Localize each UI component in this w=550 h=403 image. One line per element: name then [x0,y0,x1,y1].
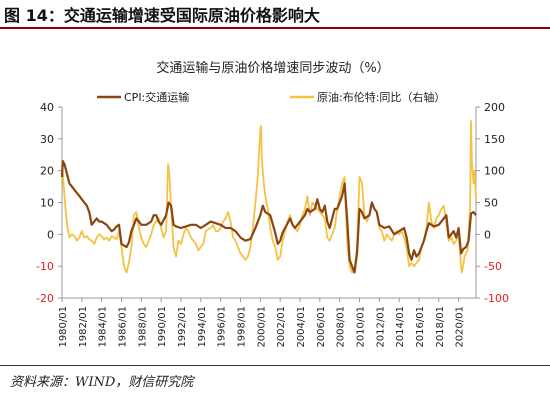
x-tick-label: 2020/01 [455,306,466,348]
y-left-tick-label: -20 [36,292,54,305]
x-tick-label: 2012/01 [375,306,386,348]
x-tick-label: 1986/01 [117,306,128,348]
title-underline [0,27,550,29]
x-tick-label: 1996/01 [217,306,228,348]
chart-title: 交通运输与原油价格增速同步波动（%） [156,60,389,76]
x-tick-label: 2008/01 [336,306,347,348]
x-tick-label: 1998/01 [236,306,247,348]
y-left-tick-label: 10 [40,197,54,210]
x-tick-label: 2016/01 [415,306,426,348]
legend-label-cpi: CPI:交通运输 [124,90,189,104]
y-left-tick-label: 40 [40,101,54,114]
plot-area [60,120,477,274]
series-line-cpi [60,160,477,274]
y-right-tick-label: -100 [484,292,509,305]
source-divider [0,365,550,366]
x-tick-label: 2004/01 [296,306,307,348]
y-left-tick-label: 20 [40,165,54,178]
y-right-tick-label: 50 [484,197,498,210]
x-tick-label: 2000/01 [256,306,267,348]
x-tick-label: 2010/01 [355,306,366,348]
x-tick-label: 1982/01 [78,306,89,348]
x-tick-label: 1980/01 [58,306,69,348]
x-tick-label: 2006/01 [316,306,327,348]
y-right-tick-label: 150 [484,133,505,146]
x-tick-label: 1984/01 [98,306,109,348]
y-right-tick-label: 200 [484,101,505,114]
y-right-tick-label: 0 [484,228,491,241]
source-note: 资料来源：WIND，财信研究院 [10,375,194,390]
x-tick-label: 2014/01 [395,306,406,348]
legend: CPI:交通运输 原油:布伦特:同比（右轴） [97,90,445,104]
y-left-tick-label: -10 [36,260,54,273]
y-left-tick-label: 30 [40,133,54,146]
y-right-tick-label: -50 [484,260,502,273]
x-tick-label: 2002/01 [276,306,287,348]
y-right-tick-label: 100 [484,165,505,178]
x-tick-label: 2018/01 [435,306,446,348]
figure-title: 图 14：交通运输增速受国际原油价格影响大 [4,6,320,25]
x-tick-label: 1994/01 [197,306,208,348]
y-left-tick-label: 0 [47,228,54,241]
series-line-oil [61,120,477,274]
x-tick-label: 1992/01 [177,306,188,348]
legend-label-oil: 原油:布伦特:同比（右轴） [317,90,445,104]
x-tick-label: 1988/01 [137,306,148,348]
x-tick-label: 1990/01 [157,306,168,348]
axes: -20-10010203040-100-500501001502001980/0… [36,101,509,348]
